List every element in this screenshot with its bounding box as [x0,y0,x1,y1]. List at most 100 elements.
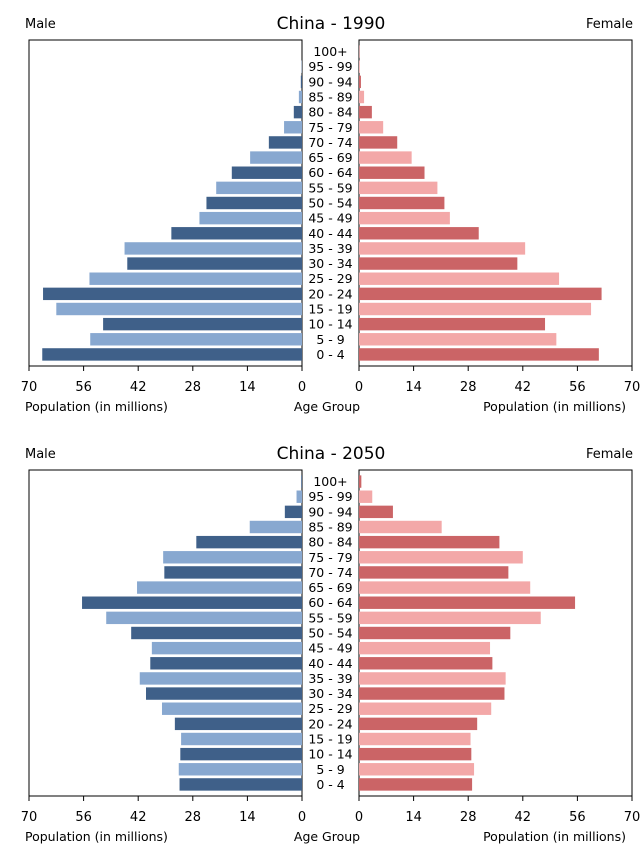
age-group-label: 40 - 44 [308,226,352,241]
age-group-label: 45 - 49 [308,211,352,226]
age-group-label: 5 - 9 [316,762,344,777]
female-bar [359,181,438,195]
female-bar [359,348,599,361]
male-bar [250,151,302,164]
male-x-tick-label: 0 [298,380,306,395]
female-bar [359,166,425,179]
age-group-label: 55 - 59 [308,610,352,625]
male-x-tick-label: 42 [130,380,147,395]
female-bar [359,257,518,270]
age-group-axis-label: Age Group [294,829,360,844]
male-x-tick-label: 28 [185,810,202,825]
male-bar [163,551,302,564]
female-x-tick-label: 42 [515,810,532,825]
age-group-axis-label: Age Group [294,399,360,414]
left-panel-label: Male [25,17,56,32]
male-bar [43,287,302,301]
male-bar [300,75,302,89]
female-bar [359,333,557,346]
male-bar [82,596,302,609]
age-group-label: 40 - 44 [308,656,352,671]
female-bar [359,490,373,503]
age-group-label: 15 - 19 [308,302,352,317]
female-x-tick-label: 56 [569,380,586,395]
age-group-label: 25 - 29 [308,271,352,286]
male-bar [146,687,302,700]
male-bar [296,490,302,503]
age-group-label: 50 - 54 [308,196,352,211]
male-bar [301,475,302,488]
age-group-label: 95 - 99 [308,59,352,74]
female-bar [359,551,523,564]
male-bar [127,257,302,270]
female-bar [359,717,478,731]
age-group-label: 30 - 34 [308,256,352,271]
age-group-label: 20 - 24 [308,716,352,731]
age-group-label: 10 - 14 [308,747,352,762]
female-bar [359,317,546,331]
female-bar [359,505,393,519]
age-group-label: 65 - 69 [308,580,352,595]
male-x-tick-label: 28 [185,380,202,395]
age-group-label: 80 - 84 [308,535,352,550]
right-panel-label: Female [586,17,633,32]
female-bar [359,566,509,579]
female-bar [359,626,511,640]
male-bar [216,181,302,195]
male-bar [178,763,302,776]
female-bar [359,611,541,625]
male-bar [90,333,302,346]
female-bar [359,75,361,89]
female-bar [359,672,506,685]
male-bar [131,626,302,640]
female-x-tick-label: 56 [569,810,586,825]
male-x-tick-label: 0 [298,810,306,825]
male-bar [196,535,302,549]
female-x-tick-label: 28 [460,810,477,825]
female-x-tick-label: 28 [460,380,477,395]
female-bar [359,196,445,210]
age-group-label: 65 - 69 [308,150,352,165]
male-x-axis-label: Population (in millions) [25,399,168,414]
male-x-tick-label: 56 [75,810,92,825]
female-bar [359,778,473,791]
female-x-tick-label: 14 [405,380,422,395]
male-bar [268,136,302,149]
male-bar [180,747,302,761]
male-bar [284,505,302,519]
female-bar [359,641,491,655]
left-panel-label: Male [25,447,56,462]
male-bar [103,317,302,331]
chart-title: China - 1990 [277,14,386,34]
female-bar [359,687,505,700]
female-bar [359,732,471,746]
age-group-label: 45 - 49 [308,641,352,656]
male-x-tick-label: 56 [75,380,92,395]
female-bar [359,272,560,285]
female-x-tick-label: 0 [355,380,363,395]
age-group-label: 60 - 64 [308,595,352,610]
male-bar [249,520,302,534]
age-group-label: 55 - 59 [308,180,352,195]
male-bar [231,166,302,179]
male-bar [151,641,302,655]
female-bar [359,90,365,104]
male-x-tick-label: 14 [239,810,256,825]
age-group-label: 80 - 84 [308,105,352,120]
female-x-axis-label: Population (in millions) [483,829,626,844]
male-bar [42,348,302,361]
male-bar [181,732,302,746]
male-bar [171,227,302,240]
male-bar [56,302,302,316]
male-bar [284,121,302,134]
female-x-axis-label: Population (in millions) [483,399,626,414]
age-group-label: 100+ [313,474,347,489]
age-group-label: 35 - 39 [308,241,352,256]
female-x-tick-label: 70 [624,380,641,395]
age-group-label: 75 - 79 [308,550,352,565]
age-group-label: 75 - 79 [308,120,352,135]
male-bar [298,90,302,104]
male-x-tick-label: 70 [21,380,38,395]
